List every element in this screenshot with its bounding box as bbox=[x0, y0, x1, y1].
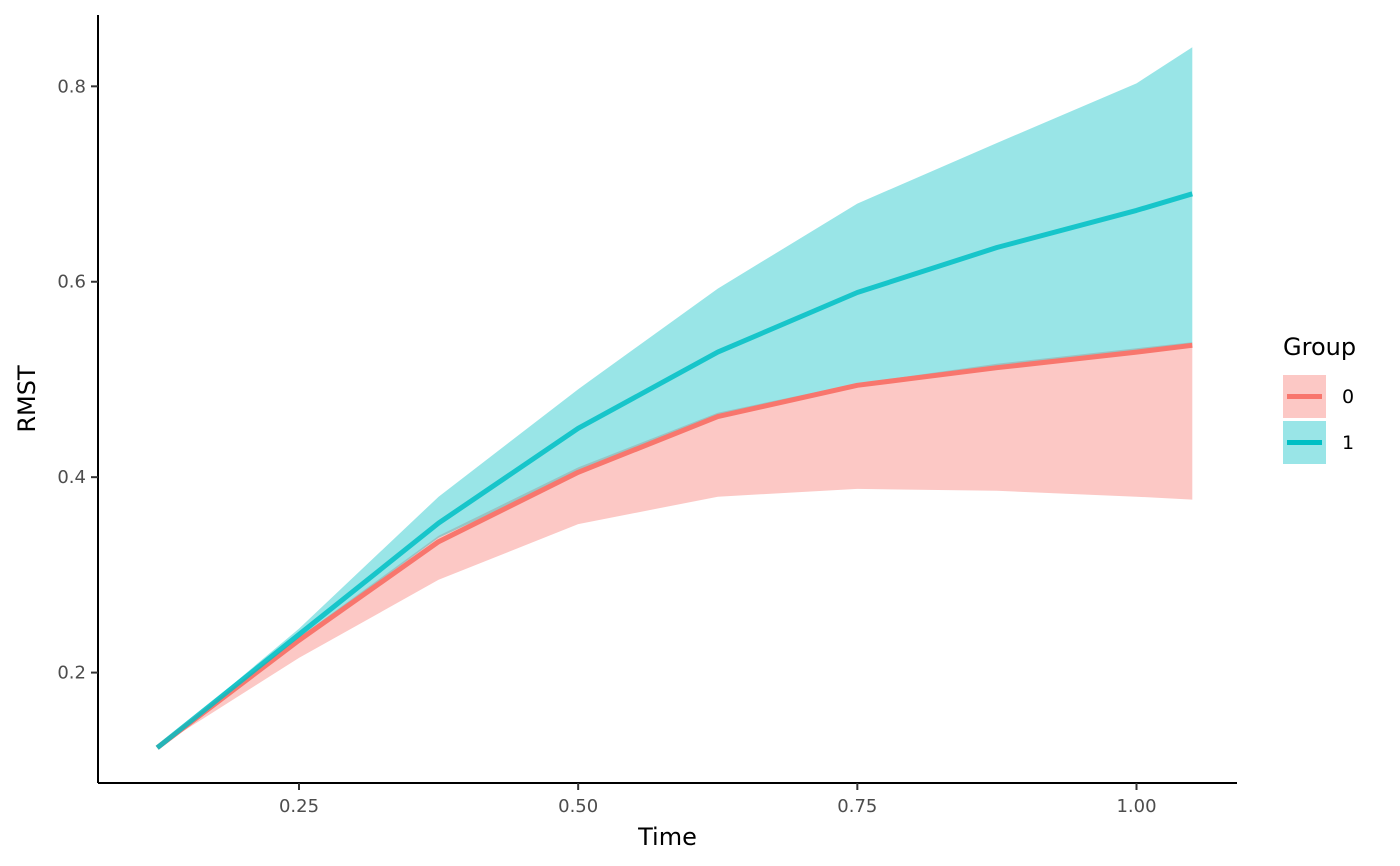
x-axis-ticks: 0.25 0.50 0.75 1.00 bbox=[279, 783, 1157, 817]
y-axis-title: RMST bbox=[13, 365, 41, 433]
axes bbox=[97, 15, 1237, 784]
legend-label-0: 0 bbox=[1342, 386, 1354, 408]
legend: Group 0 1 bbox=[1283, 333, 1356, 464]
y-tick-label: 0.2 bbox=[57, 663, 86, 684]
confidence-bands bbox=[157, 47, 1193, 748]
legend-label-1: 1 bbox=[1342, 432, 1354, 454]
y-tick-label: 0.4 bbox=[57, 467, 86, 488]
confidence-band-1 bbox=[157, 47, 1193, 748]
y-tick-label: 0.8 bbox=[57, 76, 86, 97]
series-lines bbox=[155, 191, 1194, 750]
legend-title: Group bbox=[1283, 333, 1356, 361]
x-tick-label: 0.25 bbox=[279, 796, 319, 817]
series-line-0 bbox=[155, 342, 1193, 750]
series-line-1 bbox=[155, 191, 1194, 750]
x-axis-title: Time bbox=[637, 823, 697, 851]
y-axis-ticks: 0.2 0.4 0.6 0.8 bbox=[57, 76, 98, 684]
confidence-band-0 bbox=[157, 342, 1193, 748]
y-tick-label: 0.6 bbox=[57, 272, 86, 293]
x-tick-label: 0.50 bbox=[558, 796, 598, 817]
x-tick-label: 0.75 bbox=[837, 796, 877, 817]
x-tick-label: 1.00 bbox=[1116, 796, 1156, 817]
